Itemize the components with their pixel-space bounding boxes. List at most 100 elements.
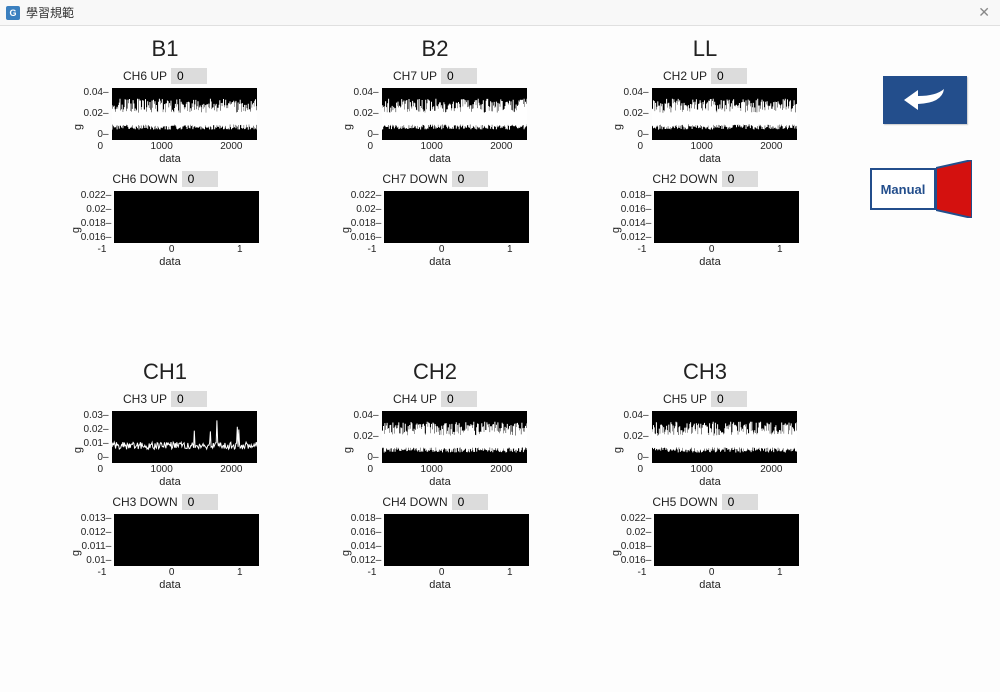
panel-title: CH2 [413, 359, 457, 385]
x-axis-label: data [699, 476, 720, 488]
down-value[interactable]: 0 [452, 171, 488, 187]
panel-CH3: CH3CH5 UP0g0.04–0.02–0–010002000dataCH5 … [570, 359, 840, 682]
x-axis-label: data [429, 256, 450, 268]
up-label: CH2 UP [663, 69, 707, 83]
plot-area [654, 191, 799, 243]
plot-area [114, 514, 259, 566]
plot-area [114, 191, 259, 243]
y-ticks: 0.022–0.02–0.018–0.016– [351, 191, 385, 243]
down-field-row: CH2 DOWN 0 [652, 171, 757, 187]
down-value[interactable]: 0 [722, 171, 758, 187]
up-value[interactable]: 0 [171, 68, 207, 84]
x-ticks: 010002000 [368, 141, 513, 152]
x-ticks: -101 [638, 567, 783, 578]
plot-area [384, 514, 529, 566]
x-axis-label: data [159, 579, 180, 591]
down-field-row: CH7 DOWN0 [382, 171, 487, 187]
up-label: CH7 UP [393, 69, 437, 83]
panel-title: CH3 [683, 359, 727, 385]
panel-CH2: CH2CH4 UP0g0.04–0.02–0–010002000dataCH4 … [300, 359, 570, 682]
up-value[interactable]: 0 [711, 68, 747, 84]
x-ticks: -101 [638, 244, 783, 255]
down-label: CH5 DOWN [652, 495, 717, 509]
x-axis-label: data [159, 476, 180, 488]
y-axis-label: g [72, 445, 84, 455]
y-ticks: 0.04–0.02–0– [623, 88, 651, 140]
down-value[interactable]: 0 [182, 171, 218, 187]
down-label: CH4 DOWN [382, 495, 447, 509]
down-value[interactable]: 0 [452, 494, 488, 510]
x-axis-label: data [699, 153, 720, 165]
app-icon: G [6, 6, 20, 20]
panel-LL: LLCH2 UP0g0.04–0.02–0–010002000dataCH2 D… [570, 36, 840, 359]
x-axis-label: data [699, 579, 720, 591]
up-field-row: CH7 UP 0 [393, 68, 477, 84]
down-label: CH3 DOWN [112, 495, 177, 509]
up-field-row: CH2 UP 0 [663, 68, 747, 84]
panel-B2: B2CH7 UP0g0.04–0.02–0–010002000dataCH7 D… [300, 36, 570, 359]
y-ticks: 0.04–0.02–0– [623, 411, 651, 463]
y-ticks: 0.04–0.02–0– [353, 411, 381, 463]
y-axis-label: g [70, 225, 82, 235]
x-ticks: -101 [98, 567, 243, 578]
panel-CH1: CH1CH3 UP0g0.03–0.02–0.01–0–010002000dat… [30, 359, 300, 682]
x-ticks: -101 [98, 244, 243, 255]
back-button[interactable] [883, 76, 967, 124]
up-value[interactable]: 0 [441, 68, 477, 84]
x-axis-label: data [699, 256, 720, 268]
y-ticks: 0.018–0.016–0.014–0.012– [621, 191, 655, 243]
y-axis-label: g [340, 548, 352, 558]
up-label: CH3 UP [123, 392, 167, 406]
down-label: CH6 DOWN [112, 172, 177, 186]
plot-area [652, 411, 797, 463]
y-ticks: 0.03–0.02–0.01–0– [83, 411, 111, 463]
down-field-row: CH4 DOWN 0 [382, 494, 487, 510]
up-label: CH6 UP [123, 69, 167, 83]
down-label: CH2 DOWN [652, 172, 717, 186]
x-ticks: 010002000 [638, 464, 783, 475]
x-axis-label: data [429, 579, 450, 591]
close-icon[interactable]: ✕ [974, 4, 994, 21]
back-arrow-icon [902, 87, 948, 113]
plot-area [652, 88, 797, 140]
x-axis-label: data [159, 256, 180, 268]
titlebar: G 學習規範 ✕ [0, 0, 1000, 26]
up-value[interactable]: 0 [441, 391, 477, 407]
down-value[interactable]: 0 [722, 494, 758, 510]
x-axis-label: data [159, 153, 180, 165]
y-ticks: 0.04–0.02–0– [83, 88, 111, 140]
up-label: CH4 UP [393, 392, 437, 406]
y-axis-label: g [70, 548, 82, 558]
x-axis-label: data [429, 476, 450, 488]
x-ticks: 010002000 [98, 464, 243, 475]
up-value[interactable]: 0 [711, 391, 747, 407]
manual-book-icon [936, 160, 972, 218]
panel-title: B1 [152, 36, 179, 62]
down-field-row: CH5 DOWN 0 [652, 494, 757, 510]
y-ticks: 0.018–0.016–0.014–0.012– [351, 514, 385, 566]
up-field-row: CH3 UP 0 [123, 391, 207, 407]
x-ticks: 010002000 [638, 141, 783, 152]
y-axis-label: g [342, 445, 354, 455]
up-field-row: CH5 UP 0 [663, 391, 747, 407]
y-ticks: 0.04–0.02–0– [353, 88, 381, 140]
down-value[interactable]: 0 [182, 494, 218, 510]
up-value[interactable]: 0 [171, 391, 207, 407]
manual-button[interactable]: Manual [870, 160, 980, 218]
y-axis-label: g [612, 445, 624, 455]
plot-area [112, 411, 257, 463]
panel-title: CH1 [143, 359, 187, 385]
panel-title: LL [693, 36, 717, 62]
down-field-row: CH6 DOWN 0 [112, 171, 217, 187]
chart-grid: B1CH6 UP0g0.04–0.02–0–010002000dataCH6 D… [0, 26, 850, 692]
plot-area [112, 88, 257, 140]
y-axis-label: g [342, 122, 354, 132]
up-label: CH5 UP [663, 392, 707, 406]
x-ticks: 010002000 [98, 141, 243, 152]
manual-label: Manual [870, 168, 936, 210]
x-ticks: -101 [368, 244, 513, 255]
up-field-row: CH4 UP 0 [393, 391, 477, 407]
y-axis-label: g [340, 225, 352, 235]
x-ticks: 010002000 [368, 464, 513, 475]
plot-area [382, 88, 527, 140]
